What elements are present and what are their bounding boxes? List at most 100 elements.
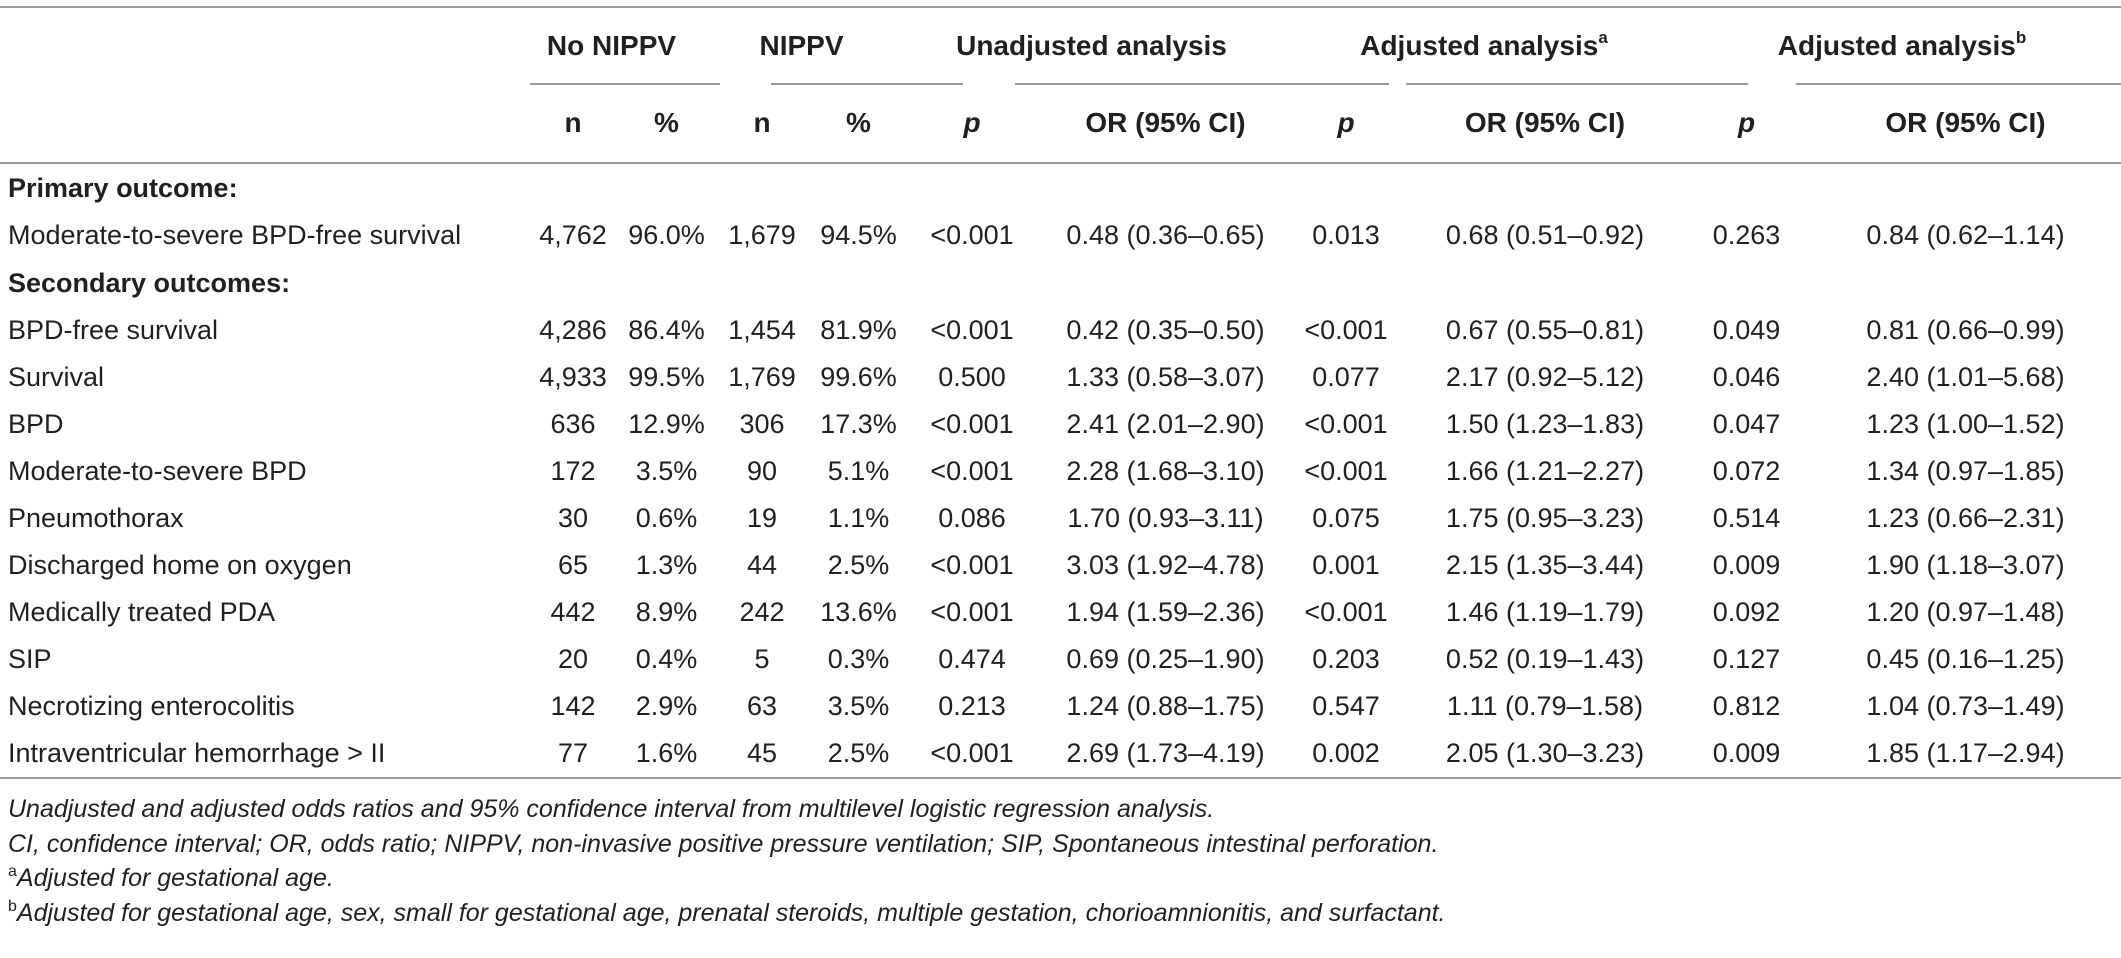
table-cell: 0.812 (1712, 691, 1781, 721)
table-cell: 2.9% (635, 691, 698, 721)
table-cell: 0.42 (0.35–0.50) (1066, 315, 1265, 345)
table-cell: 94.5% (820, 220, 897, 250)
table-cell: 0.474 (938, 644, 1006, 674)
table-cell: <0.001 (1304, 409, 1388, 439)
footnote-b: bAdjusted for gestational age, sex, smal… (8, 897, 1446, 927)
row-label: Intraventricular hemorrhage > II (8, 738, 386, 768)
table-cell: 90 (746, 456, 778, 486)
table-cell: 636 (550, 409, 596, 439)
table-cell: 0.213 (938, 691, 1006, 721)
table-cell: 1.50 (1.23–1.83) (1445, 409, 1645, 439)
subcol-p: p (963, 107, 981, 138)
row-label: Moderate-to-severe BPD (8, 456, 307, 486)
table-cell: 99.5% (628, 362, 705, 392)
table-cell: 2.15 (1.35–3.44) (1445, 550, 1645, 580)
table-cell: 0.45 (0.16–1.25) (1866, 644, 2065, 674)
table-cell: 0.500 (938, 362, 1006, 392)
table-cell: 1.94 (1.59–2.36) (1066, 597, 1265, 627)
table-cell: 65 (557, 550, 589, 580)
stub-header (0, 8, 518, 84)
table-row: Intraventricular hemorrhage > II 77 1.6% 45… (0, 730, 2121, 778)
table-cell: 3.5% (827, 691, 890, 721)
table-cell: 1.20 (0.97–1.48) (1866, 597, 2065, 627)
table-cell: 0.013 (1312, 220, 1380, 250)
table-cell: 4,762 (539, 220, 607, 250)
table-cell: 0.072 (1712, 456, 1781, 486)
group-header-no-nippv: No NIPPV (546, 30, 677, 61)
table-cell: 3.5% (635, 456, 698, 486)
table-row: Pneumothorax 30 0.6% 19 1.1% 0.086 1.70 (0.93–… (0, 495, 2121, 542)
table-row: Moderate-to-severe BPD-free survival 4,76… (0, 212, 2121, 259)
table-cell: 0.002 (1312, 738, 1380, 768)
table-body: Primary outcome: Moderate-to-severe BPD-f… (0, 164, 2121, 778)
table-cell: 0.009 (1712, 550, 1781, 580)
stub-subheader (0, 84, 518, 163)
table-row: Survival 4,933 99.5% 1,769 99.6% 0.500 1.33 (0… (0, 354, 2121, 401)
table-cell: <0.001 (930, 456, 1014, 486)
row-label: Medically treated PDA (8, 597, 276, 627)
table-cell: 2.5% (827, 738, 890, 768)
table-cell: 17.3% (820, 409, 897, 439)
table-cell: 5.1% (827, 456, 890, 486)
table-cell: 0.009 (1712, 738, 1781, 768)
subcol-p: p (1337, 107, 1355, 138)
table-cell: 0.001 (1312, 550, 1380, 580)
table-row: Medically treated PDA 442 8.9% 242 13.6% <0.0… (0, 589, 2121, 636)
row-label: Discharged home on oxygen (8, 550, 352, 580)
group-header-adjusted-b: Adjusted analysisb (1777, 28, 2027, 61)
table-cell: 1.66 (1.21–2.27) (1445, 456, 1645, 486)
group-header-nippv: NIPPV (759, 30, 844, 61)
table-cell: 1.75 (0.95–3.23) (1445, 503, 1645, 533)
table-cell: 1.33 (0.58–3.07) (1066, 362, 1265, 392)
table-cell: <0.001 (1304, 597, 1388, 627)
table-cell: 2.40 (1.01–5.68) (1866, 362, 2065, 392)
table-cell: 1.23 (0.66–2.31) (1866, 503, 2065, 533)
row-label: SIP (8, 644, 52, 674)
table-cell: 0.81 (0.66–0.99) (1866, 315, 2065, 345)
table-cell: 1,454 (728, 315, 796, 345)
table-cell: 19 (746, 503, 778, 533)
table-cell: 2.05 (1.30–3.23) (1445, 738, 1645, 768)
footnote-a: aAdjusted for gestational age. (8, 863, 334, 893)
footnote-line: Unadjusted and adjusted odds ratios and … (8, 795, 1215, 823)
table-cell: <0.001 (1304, 315, 1388, 345)
group-underline (1015, 83, 1389, 85)
table-cell: 63 (746, 691, 778, 721)
table-cell: 5 (754, 644, 770, 674)
table-footnotes: Unadjusted and adjusted odds ratios and … (8, 792, 1445, 930)
table-cell: 1.70 (0.93–3.11) (1067, 503, 1264, 533)
table-cell: 0.127 (1712, 644, 1781, 674)
table-cell: 96.0% (628, 220, 705, 250)
group-header-unadjusted: Unadjusted analysis (956, 30, 1227, 61)
group-underline (1406, 83, 1748, 85)
table-cell: 1.90 (1.18–3.07) (1866, 550, 2065, 580)
table-cell: 0.077 (1312, 362, 1380, 392)
subcol-or: OR (95% CI) (1085, 107, 1246, 138)
table-cell: 1.04 (0.73–1.49) (1866, 691, 2065, 721)
subcol-n: n (753, 107, 771, 138)
table-row: Moderate-to-severe BPD 172 3.5% 90 5.1% <0.00… (0, 448, 2121, 495)
table-cell: 442 (550, 597, 596, 627)
table-cell: 3.03 (1.92–4.78) (1066, 550, 1265, 580)
subcol-or: OR (95% CI) (1464, 107, 1626, 138)
row-label: Necrotizing enterocolitis (8, 691, 295, 721)
table-cell: 0.263 (1712, 220, 1781, 250)
row-label: BPD (8, 409, 64, 439)
table-cell: 99.6% (820, 362, 897, 392)
table-cell: 0.086 (938, 503, 1006, 533)
table-cell: 0.69 (0.25–1.90) (1066, 644, 1265, 674)
table-cell: <0.001 (930, 738, 1014, 768)
table-cell: 2.17 (0.92–5.12) (1445, 362, 1645, 392)
row-label: Pneumothorax (8, 503, 184, 533)
table-cell: 4,286 (539, 315, 607, 345)
table-row: Necrotizing enterocolitis 142 2.9% 63 3.5% 0.… (0, 683, 2121, 730)
group-header-row: No NIPPV NIPPV Unadjusted analysis Adjus… (0, 8, 2121, 84)
section-title: Secondary outcomes: (8, 267, 291, 298)
section-title: Primary outcome: (8, 172, 238, 203)
table-cell: 0.4% (635, 644, 698, 674)
table-cell: 1.11 (0.79–1.58) (1446, 691, 1644, 721)
table-cell: 1.6% (635, 738, 698, 768)
table-cell: 81.9% (820, 315, 897, 345)
table-cell: <0.001 (1304, 456, 1388, 486)
table-cell: 1.23 (1.00–1.52) (1866, 409, 2065, 439)
